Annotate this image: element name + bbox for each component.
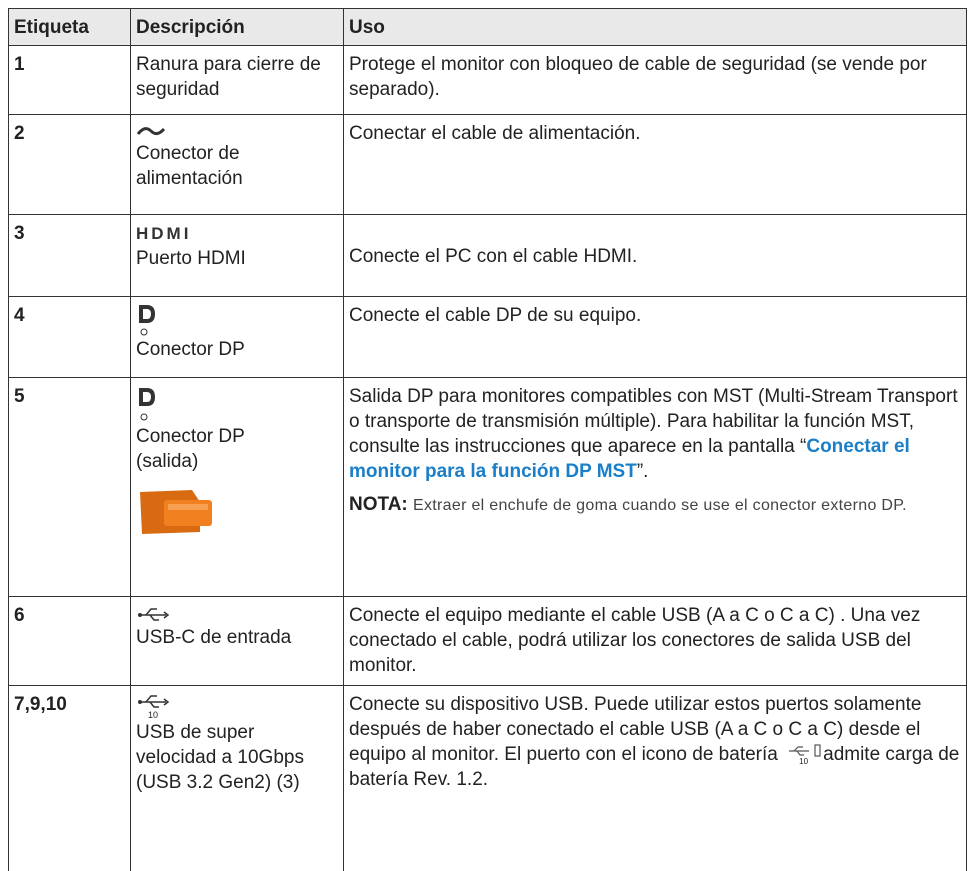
description-cell: Conector DP [130, 296, 344, 378]
note-label: NOTA: [349, 494, 408, 515]
usage: Conectar el cable de alimentación. [343, 114, 967, 215]
hdmi-logo: HDMI [136, 224, 192, 243]
row: 3 HDMI Puerto HDMI Conecte el PC con el … [8, 214, 967, 297]
label: 5 [8, 377, 131, 597]
icon-text: 10 [148, 710, 159, 720]
usb-battery-icon [789, 744, 821, 757]
plug-image [140, 490, 212, 534]
row: 2 Conector de alimentación Conectar el c… [8, 114, 967, 215]
dp-icon [139, 305, 155, 336]
usage: ”. [636, 461, 649, 482]
note: Extraer el enchufe de goma cuando se use… [413, 497, 907, 514]
header-cell: Descripción [130, 8, 344, 46]
ac-icon [136, 127, 166, 136]
usage: Conecte el cable DP de su equipo. [343, 296, 967, 378]
usage: Protege el monitor con bloqueo de cable … [343, 45, 967, 115]
label: 4 [8, 296, 131, 378]
usage: Salida DP para monitores compatibles con… [349, 386, 958, 457]
description: Conector DP (salida) [136, 426, 245, 472]
description: Conector de alimentación [136, 143, 243, 189]
label: 6 [8, 596, 131, 686]
description: Ranura para cierre de seguridad [130, 45, 344, 115]
row: 7,9,10 10 USB de super velocidad a 10Gbp… [8, 685, 967, 871]
description-cell: USB-C de entrada [130, 596, 344, 686]
description: USB-C de entrada [136, 627, 292, 648]
header-cell: Etiqueta [8, 8, 131, 46]
description-cell: Conector de alimentación [130, 114, 344, 215]
battery-icon: 10 [783, 742, 823, 767]
usage: Conecte el equipo mediante el cable USB … [343, 596, 967, 686]
usage: admite carga de batería Rev. 1.2. [349, 744, 960, 790]
usage-cell: Salida DP para monitores compatibles con… [343, 377, 967, 597]
ports-table: Etiqueta Descripción Uso 1 Ranura para c… [8, 8, 967, 871]
label: 2 [8, 114, 131, 215]
icon-text: 10 [799, 757, 809, 766]
description-cell: 10 USB de super velocidad a 10Gbps (USB … [130, 685, 344, 871]
row: 1 Ranura para cierre de seguridad Proteg… [8, 45, 967, 115]
label: 7,9,10 [8, 685, 131, 871]
usage-cell: Conecte su dispositivo USB. Puede utiliz… [343, 685, 967, 871]
row: 6 USB-C de entrada Conecte el equipo med… [8, 596, 967, 686]
row: 4 Conector DP Conecte el cable DP de su … [8, 296, 967, 378]
dp-icon [139, 388, 155, 421]
description: USB de super velocidad a 10Gbps (USB 3.2… [136, 722, 304, 793]
usb-icon [138, 695, 170, 708]
label: 3 [8, 214, 131, 297]
label: 1 [8, 45, 131, 115]
row: 5 Conector DP (salida) Salida DP para mo… [8, 377, 967, 597]
link[interactable]: Conectar el monitor para la función DP M… [349, 436, 910, 482]
description-cell: Conector DP (salida) [130, 377, 344, 597]
description-cell: HDMI Puerto HDMI [130, 214, 344, 297]
description: Conector DP [136, 339, 245, 360]
header-row: Etiqueta Descripción Uso [8, 8, 967, 46]
usage: Conecte su dispositivo USB. Puede utiliz… [349, 694, 922, 765]
header-cell: Uso [343, 8, 967, 46]
usb-icon [138, 608, 170, 621]
usage: Conecte el PC con el cable HDMI. [343, 214, 967, 297]
description: Puerto HDMI [136, 248, 246, 269]
